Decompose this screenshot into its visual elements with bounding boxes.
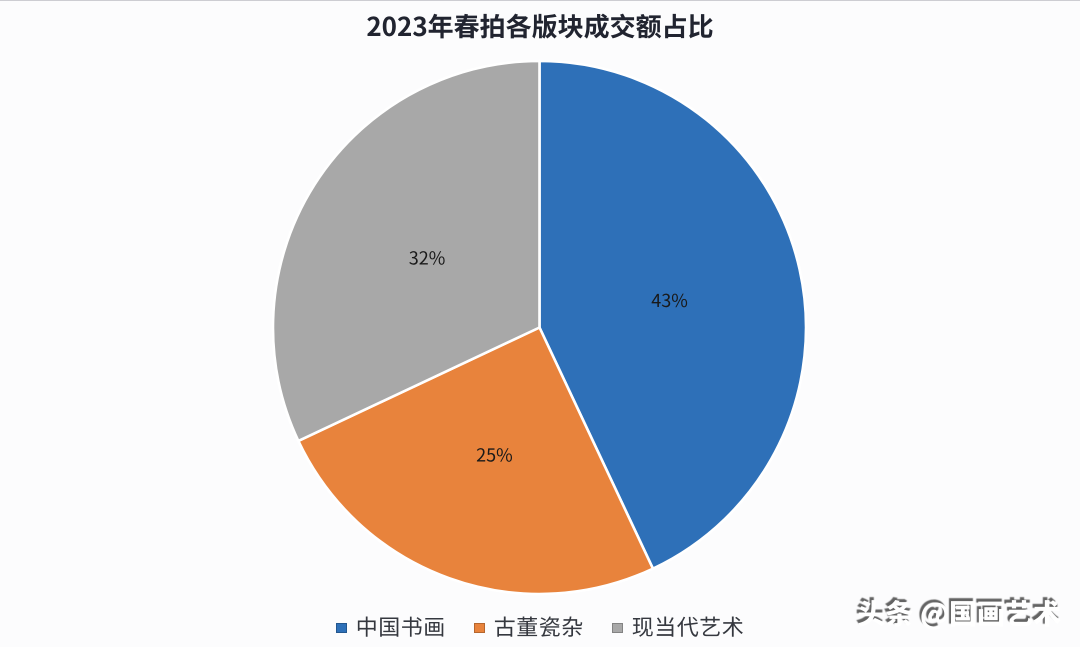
watermark: 头条 @国画艺术 (857, 593, 1061, 633)
top-edge-line (0, 0, 1080, 1)
legend-item-2: 古董瓷杂 (473, 610, 584, 642)
slice-label-3: 32% (409, 245, 446, 271)
legend-label-3: 现当代艺术 (631, 610, 745, 642)
pie-slice-2 (297, 326, 655, 596)
chart-title: 2023年春拍各版块成交额占比 (366, 7, 714, 44)
legend-swatch-3 (611, 623, 623, 633)
legend-label-1: 中国书画 (355, 610, 446, 642)
pie-slice-3 (271, 59, 541, 443)
slice-label-2: 25% (476, 441, 513, 467)
legend-item-3: 现当代艺术 (611, 610, 745, 642)
slice-label-1: 43% (651, 287, 688, 313)
legend-swatch-1 (335, 623, 347, 633)
legend-item-1: 中国书画 (335, 610, 446, 642)
chart-legend: 中国书画 古董瓷杂 现当代艺术 (0, 613, 1080, 639)
legend-label-2: 古董瓷杂 (493, 610, 584, 642)
pie-slice-1 (538, 59, 808, 570)
legend-swatch-2 (473, 623, 485, 633)
